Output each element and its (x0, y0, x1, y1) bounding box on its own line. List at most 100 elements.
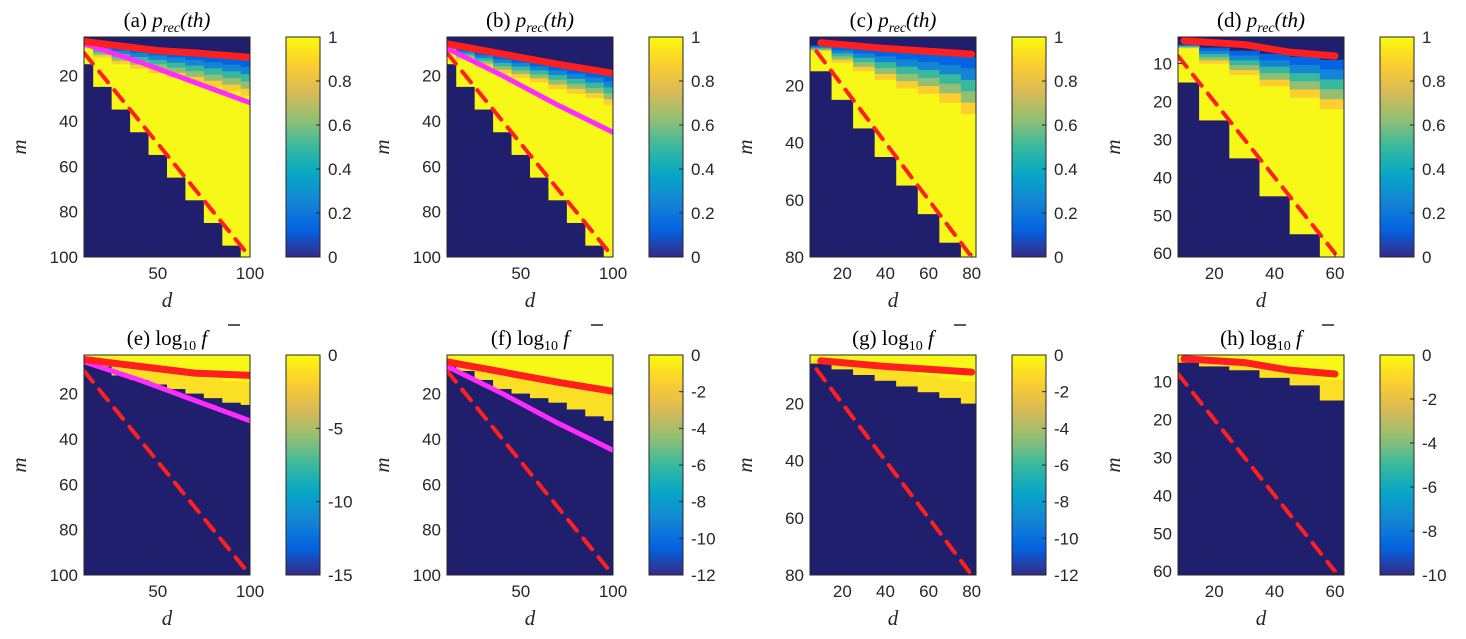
heatmap-cell (1289, 97, 1321, 235)
heatmap-cell (493, 373, 513, 390)
colorbar (1012, 355, 1046, 575)
heatmap-cell (240, 95, 250, 257)
heatmap-cell (167, 67, 186, 74)
heatmap-cell (530, 378, 549, 399)
heatmap-cell (853, 71, 876, 129)
title-argument: f (1291, 326, 1305, 350)
heatmap-cell (203, 80, 223, 88)
heatmap-cell (530, 74, 549, 79)
x-tick-label: 50 (148, 582, 167, 601)
heatmap-cell (130, 53, 150, 58)
heatmap-cell (240, 66, 250, 75)
heatmap-cell (1319, 380, 1344, 401)
heatmap-cell (831, 56, 854, 61)
colorbar (1380, 355, 1414, 575)
heatmap-cell (917, 94, 940, 215)
x-tick-label: 40 (876, 264, 895, 283)
heatmap-cell (185, 65, 205, 72)
heatmap-cell (603, 75, 613, 82)
title-subscript: 10 (544, 339, 558, 354)
colorbar-frame (285, 354, 321, 576)
colorbar-tick-label: -6 (1422, 478, 1437, 497)
y-tick-label: 20 (1153, 410, 1172, 429)
heatmap-cell (585, 98, 605, 246)
heatmap-cell (111, 60, 131, 65)
colorbar-tick-label: -4 (1422, 434, 1437, 453)
y-tick-label: 60 (59, 475, 78, 494)
x-axis-label: d (162, 606, 173, 630)
heatmap-cell (810, 47, 833, 50)
heatmap-cell (93, 55, 113, 58)
heatmap-cell (939, 74, 962, 85)
y-axis-label: m (370, 457, 394, 472)
heatmap-cell (566, 78, 586, 85)
heatmap-cell (167, 52, 186, 59)
heatmap-cell (493, 69, 513, 74)
colorbar-tick-label: -12 (1054, 566, 1079, 585)
heatmap-cell (1229, 55, 1260, 61)
panel-title: (h) log10 f (1220, 326, 1305, 354)
heatmap-cell (810, 49, 833, 51)
heatmap-cell (939, 55, 962, 66)
title-argument: (th) (1275, 8, 1305, 32)
colorbar (286, 37, 320, 257)
panel-e: 20 40 60 80 100 50 100 d m (e) log10 f -15 -10 -5 0 (7, 324, 353, 630)
heatmap-cell (960, 381, 976, 404)
heatmap-cell (960, 68, 976, 81)
title-prefix: (e) (127, 326, 156, 350)
title-function: p (514, 8, 527, 32)
heatmap-cell (203, 56, 223, 63)
heatmap-cell (148, 55, 168, 61)
magenta-line (447, 363, 613, 453)
colorbar-tick-label: 0 (1054, 248, 1063, 267)
heatmap-cell (939, 83, 962, 94)
colorbar (649, 37, 683, 257)
heatmap-cell (810, 50, 833, 52)
heatmap-cells (84, 38, 250, 257)
heatmap-cell (240, 355, 250, 405)
heatmap-cell (1178, 45, 1200, 47)
heatmap-cell (493, 62, 513, 67)
colorbar-frame (648, 36, 684, 258)
colorbar-tick-label: 0 (691, 346, 700, 365)
colorbar-tick-label: -4 (1054, 419, 1069, 438)
colorbar-frame (1011, 36, 1047, 258)
x-tick-label: 100 (599, 582, 627, 601)
colorbar-tick-label: 1 (328, 28, 337, 47)
x-tick-label: 80 (962, 264, 981, 283)
x-tick-label: 100 (599, 264, 627, 283)
title-function: log (882, 326, 909, 350)
heatmap-cell (939, 102, 962, 243)
heatmap-cell (1199, 63, 1230, 121)
heatmap-cell (896, 372, 919, 387)
title-function: log (155, 326, 182, 350)
heatmap-cell (130, 368, 150, 380)
y-tick-label: 40 (59, 112, 78, 131)
heatmap-cell (530, 82, 549, 178)
heatmap-cell (222, 71, 242, 79)
colorbar-tick-label: 0.4 (1054, 160, 1078, 179)
x-tick-label: 20 (833, 582, 852, 601)
heatmap-cell (853, 57, 876, 63)
panel-title: (a) prec(th) (124, 8, 211, 36)
y-tick-label: 10 (1153, 55, 1172, 74)
y-tick-label: 20 (59, 385, 78, 404)
heatmap-cell (474, 58, 494, 62)
heatmap-cell (1178, 46, 1200, 49)
colorbar-tick-label: -8 (691, 493, 706, 512)
heatmap-cell (960, 79, 976, 92)
y-tick-label: 40 (785, 134, 804, 153)
colorbar-tick-label: 0 (1422, 248, 1431, 267)
red-dashed-line (84, 368, 250, 575)
colorbar-tick-label: -2 (1054, 383, 1069, 402)
colorbar-tick-label: 0.6 (1054, 116, 1078, 135)
y-tick-label: 40 (59, 430, 78, 449)
heatmap-cell (111, 366, 131, 376)
heatmap-cell (1319, 99, 1344, 110)
heatmap-cell (1289, 81, 1321, 90)
heatmap-cell (874, 73, 897, 81)
heatmap-cell (203, 86, 223, 223)
y-tick-label: 60 (1153, 244, 1172, 263)
heatmap-cells (810, 39, 976, 257)
heatmap-cell (853, 366, 876, 375)
